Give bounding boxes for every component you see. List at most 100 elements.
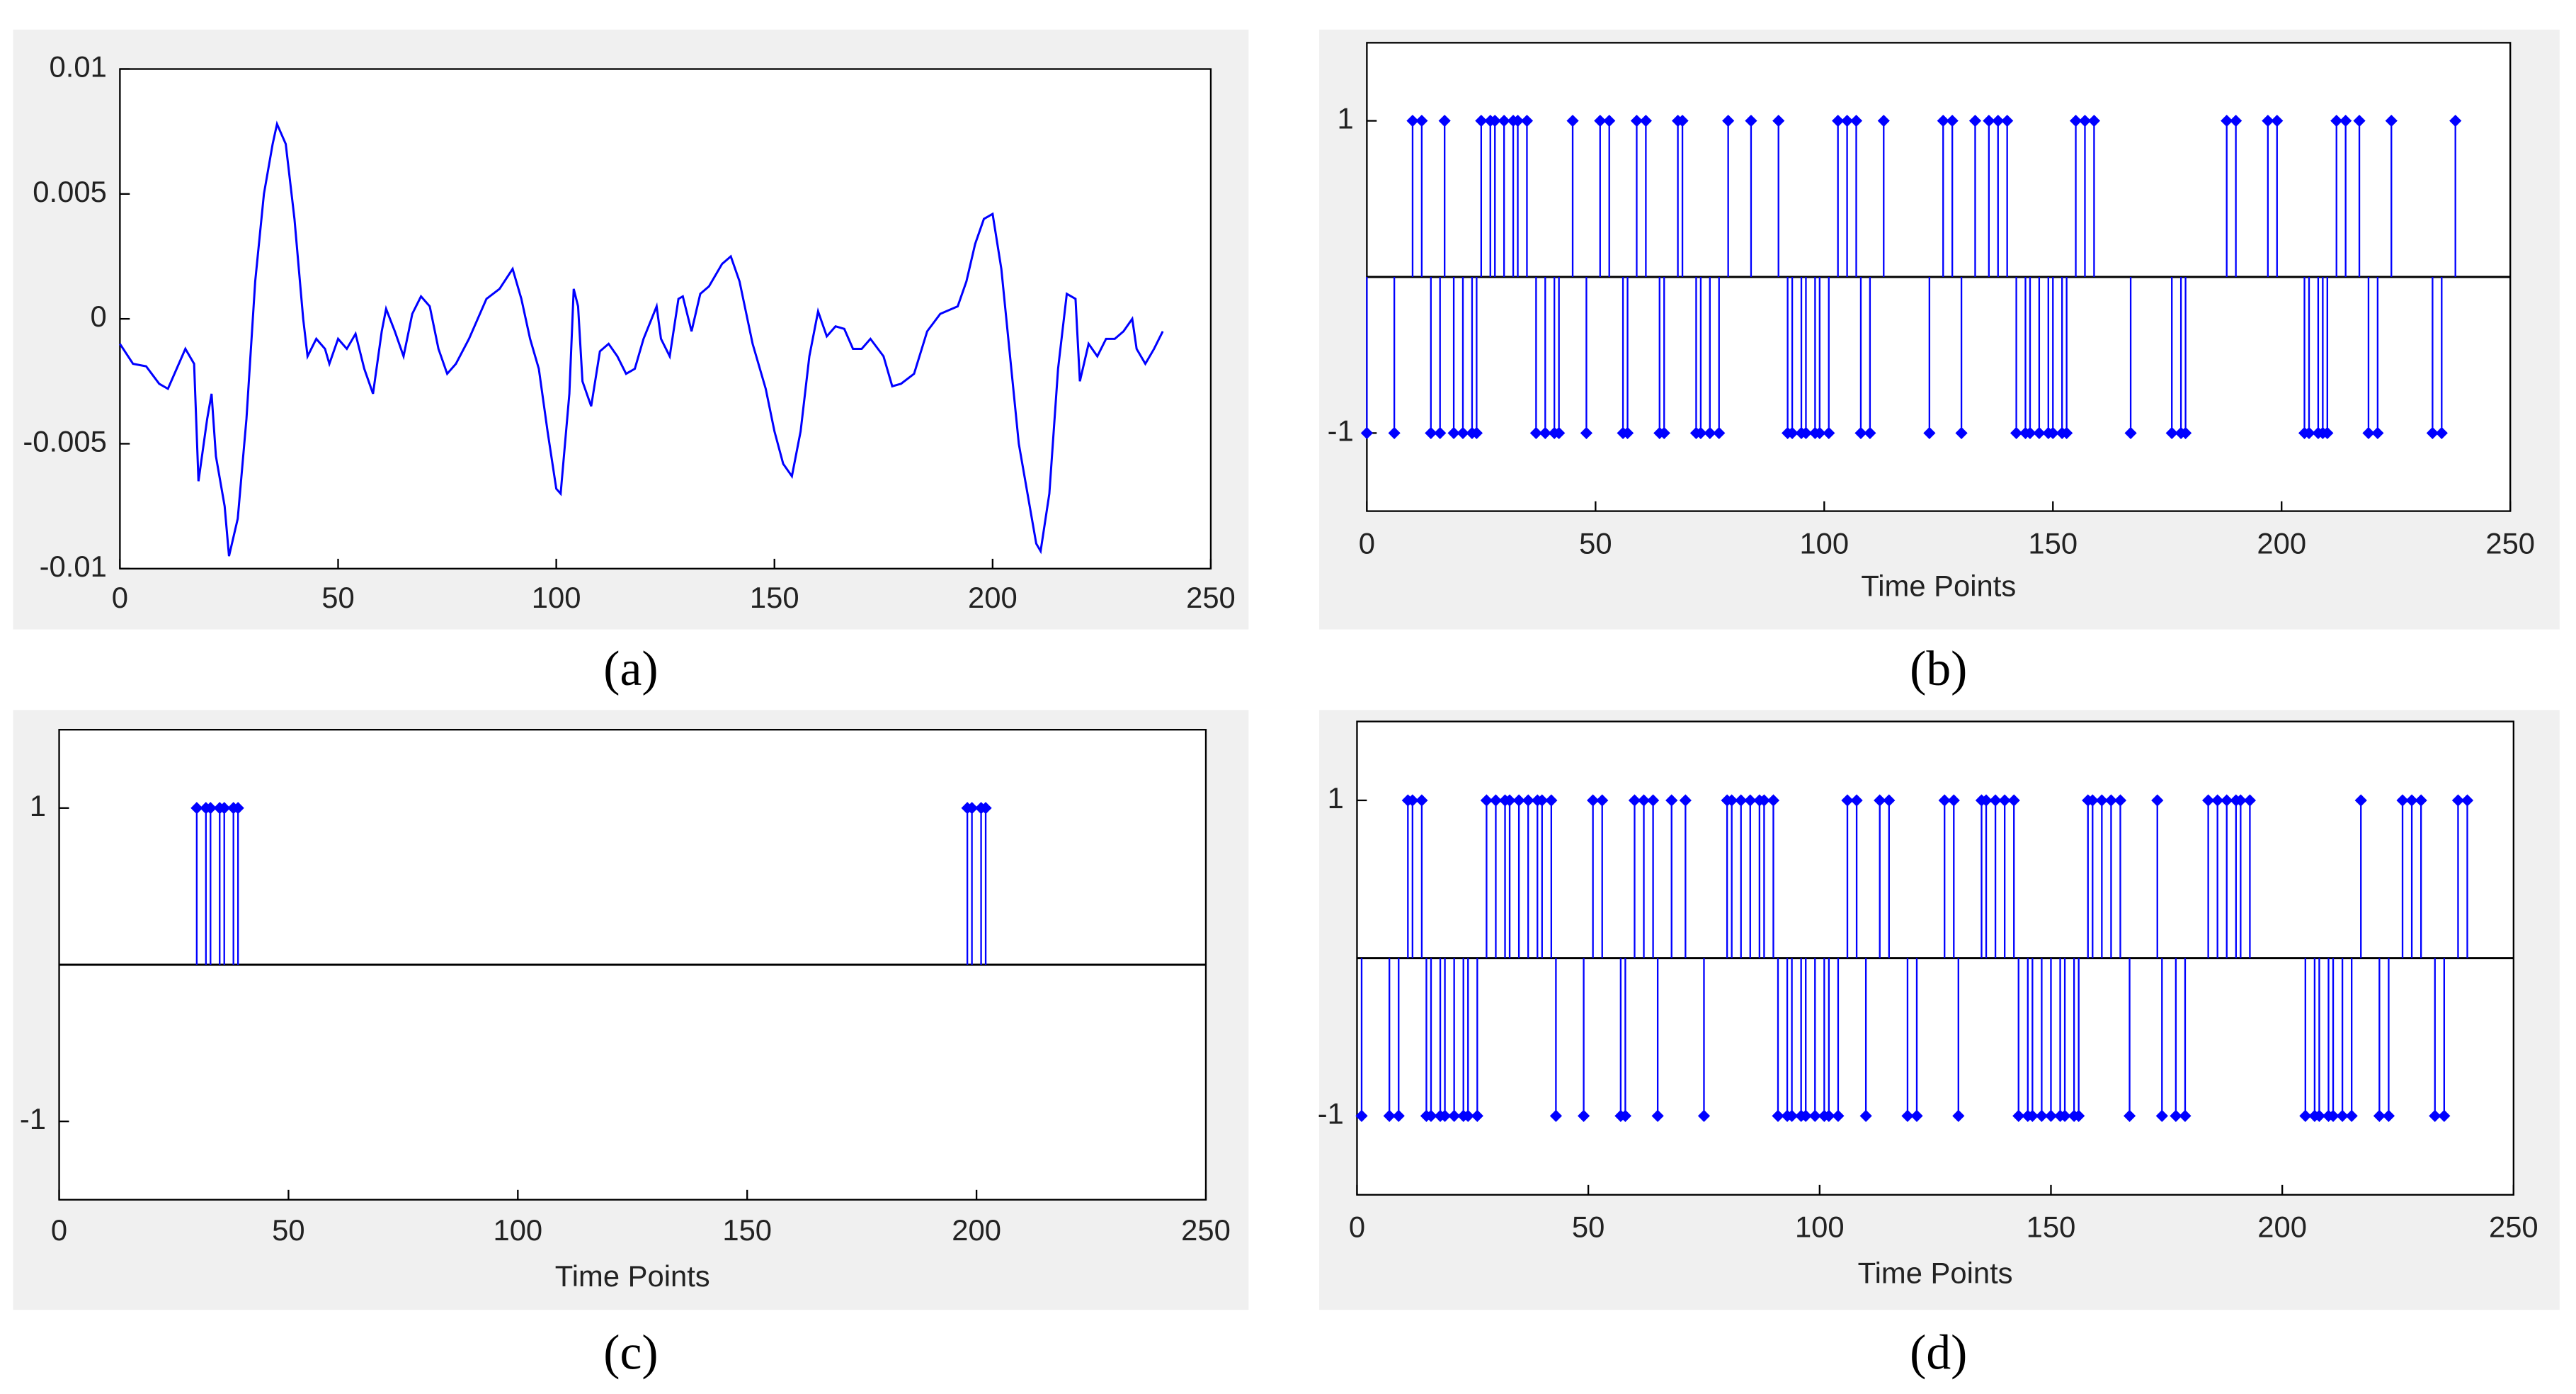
stem xyxy=(1823,276,1835,439)
stem xyxy=(1603,114,1616,277)
stem xyxy=(2087,114,2101,277)
stem xyxy=(979,802,992,965)
stem xyxy=(1392,958,1405,1123)
x-tick-label: 100 xyxy=(493,1213,542,1247)
y-tick-label: 0.01 xyxy=(50,50,107,84)
stem xyxy=(2179,958,2192,1123)
stem xyxy=(1850,794,1863,958)
stem xyxy=(2114,794,2127,958)
stem xyxy=(232,802,244,965)
stem xyxy=(2230,114,2242,277)
stem xyxy=(1665,794,1678,958)
panel: 0 50 100 150 200 250 1 -1 Time Points (c) xyxy=(13,710,1249,1380)
x-tick-label: 0 xyxy=(1349,1211,1365,1244)
stem xyxy=(2124,276,2137,439)
stem xyxy=(1639,114,1652,277)
stem xyxy=(1646,794,1660,958)
y-tick-label: 0.005 xyxy=(33,175,106,208)
x-tick-label: 250 xyxy=(1186,581,1236,614)
stem xyxy=(2415,794,2427,958)
stem xyxy=(2155,958,2168,1123)
x-tick-label: 100 xyxy=(1795,1211,1845,1244)
stem xyxy=(1772,114,1785,277)
y-tick-label: 0 xyxy=(91,300,107,333)
stem xyxy=(2438,958,2451,1123)
y-tick-label: -0.01 xyxy=(40,550,107,583)
stem xyxy=(2353,114,2366,277)
stem xyxy=(1832,958,1845,1123)
stem xyxy=(2321,276,2334,439)
x-tick-label: 0 xyxy=(112,581,128,614)
x-axis-label: Time Points xyxy=(555,1259,710,1293)
x-tick-label: 50 xyxy=(272,1213,304,1247)
stem xyxy=(1679,794,1692,958)
stem xyxy=(1619,958,1631,1123)
y-tick-label: 1 xyxy=(30,789,46,822)
stem xyxy=(1651,958,1664,1123)
stem xyxy=(1438,114,1451,277)
x-tick-label: 150 xyxy=(722,1213,772,1247)
stem xyxy=(2001,114,2014,277)
plot-area xyxy=(119,68,1212,570)
stem xyxy=(1955,276,1968,439)
x-tick-label: 50 xyxy=(321,581,354,614)
stem xyxy=(1910,958,1923,1123)
stem xyxy=(2345,958,2358,1123)
stem xyxy=(1767,794,1780,958)
stem xyxy=(1434,276,1447,439)
stem xyxy=(1360,276,1373,439)
x-tick-label: 150 xyxy=(2028,526,2078,560)
stem xyxy=(1577,958,1590,1123)
stem xyxy=(2151,794,2164,958)
x-tick-label: 0 xyxy=(1359,526,1375,560)
stem xyxy=(1545,794,1558,958)
x-axis-label: Time Points xyxy=(1858,1256,2013,1289)
x-axis-label: Time Points xyxy=(1861,570,2016,603)
x-tick-label: 50 xyxy=(1579,526,1612,560)
stem xyxy=(1471,958,1483,1123)
stem xyxy=(1722,114,1735,277)
stem xyxy=(2449,114,2462,277)
stem xyxy=(1713,276,1726,439)
stem xyxy=(2179,276,2192,439)
x-tick-label: 150 xyxy=(2027,1211,2076,1244)
y-tick-label: 1 xyxy=(1338,102,1354,135)
stem xyxy=(1621,276,1634,439)
caption: (d) xyxy=(1910,1325,1967,1380)
stem xyxy=(1470,276,1483,439)
x-tick-label: 200 xyxy=(968,581,1018,614)
y-tick-label: -0.005 xyxy=(23,424,106,458)
stem xyxy=(2271,114,2284,277)
stem xyxy=(2243,794,2257,958)
x-tick-label: 200 xyxy=(2257,526,2306,560)
stem xyxy=(1388,276,1401,439)
stem xyxy=(1415,794,1428,958)
x-tick-label: 0 xyxy=(51,1213,67,1247)
stem xyxy=(1850,114,1863,277)
stem xyxy=(1883,794,1896,958)
stem xyxy=(2354,794,2367,958)
data-line xyxy=(119,120,1164,557)
stem xyxy=(2382,958,2395,1123)
stem xyxy=(2007,794,2020,958)
x-tick-label: 50 xyxy=(1572,1211,1605,1244)
x-tick-label: 100 xyxy=(1799,526,1849,560)
stem xyxy=(1596,794,1609,958)
stem xyxy=(1697,958,1711,1123)
stem xyxy=(1676,114,1689,277)
stem xyxy=(1864,276,1876,439)
stem xyxy=(2123,958,2136,1123)
stem xyxy=(2061,276,2073,439)
y-tick-label: -1 xyxy=(1328,414,1354,447)
x-tick-label: 200 xyxy=(952,1213,1001,1247)
stem xyxy=(1549,958,1562,1123)
stem xyxy=(1580,276,1593,439)
x-tick-label: 150 xyxy=(750,581,799,614)
stem xyxy=(2073,958,2085,1123)
stem xyxy=(1355,958,1368,1123)
y-tick-label: 1 xyxy=(1328,781,1344,815)
caption: (a) xyxy=(603,642,658,696)
stem xyxy=(1859,958,1872,1123)
stem xyxy=(1952,958,1965,1123)
